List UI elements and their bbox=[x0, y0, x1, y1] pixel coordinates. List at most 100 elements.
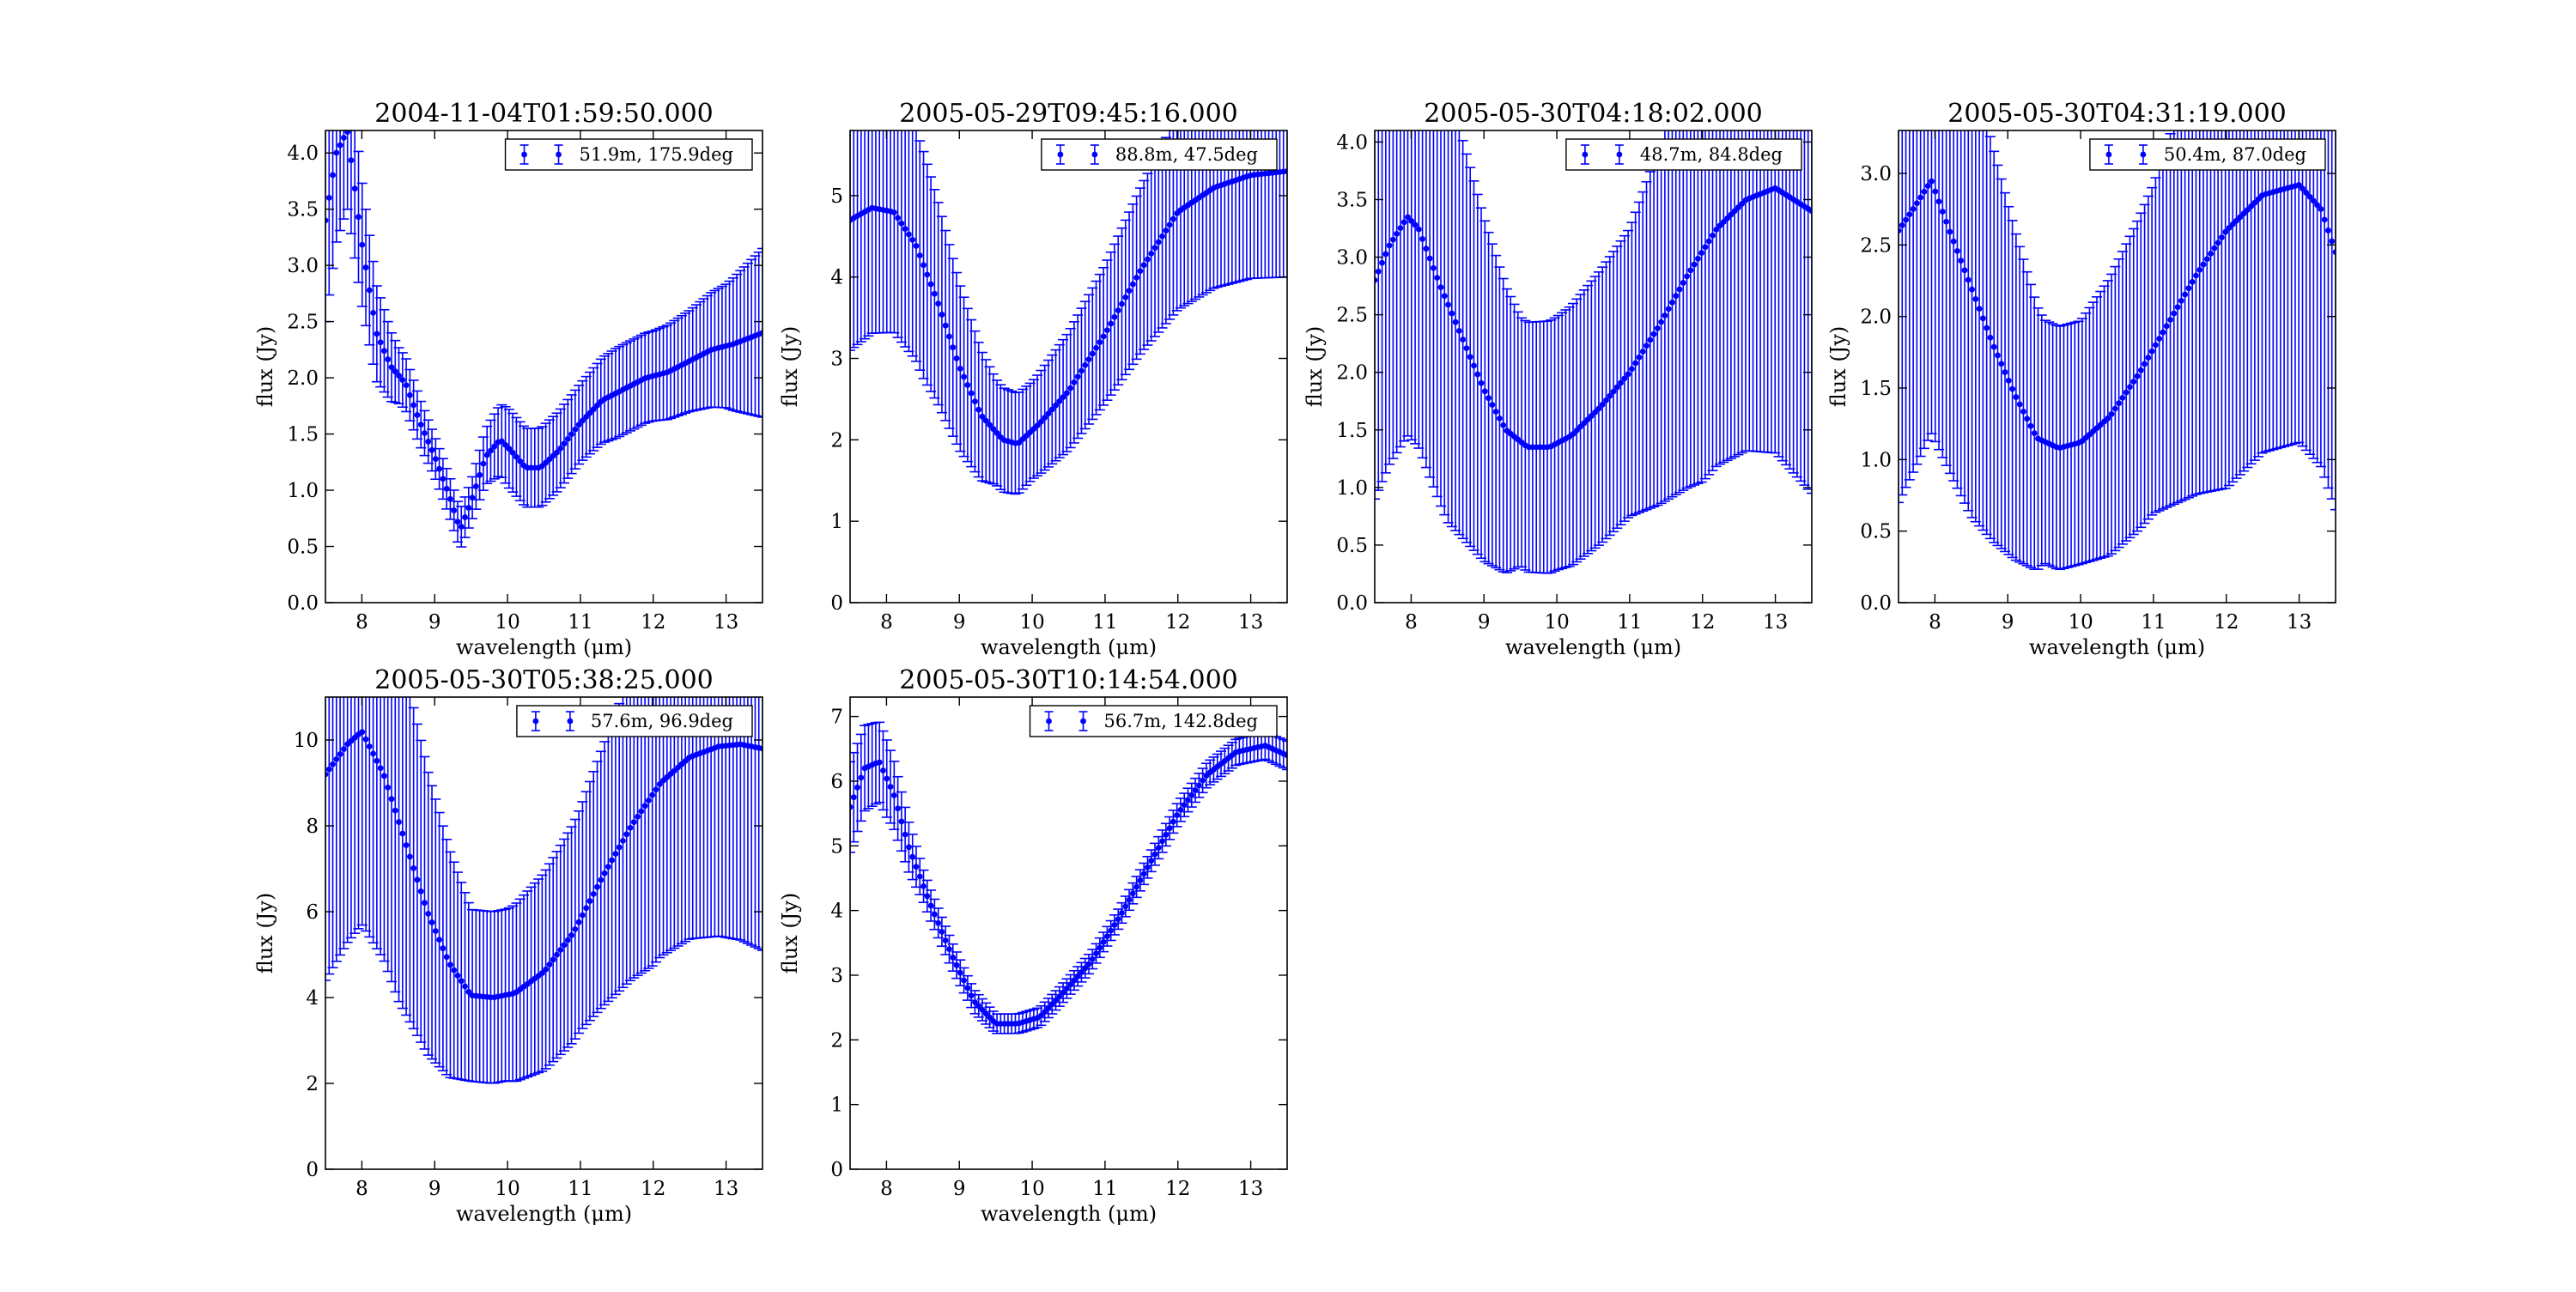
data-point bbox=[1903, 216, 1909, 223]
data-point bbox=[1935, 198, 1942, 205]
legend-box bbox=[516, 705, 753, 737]
y-tick-label: 2 bbox=[830, 429, 843, 452]
data-point bbox=[333, 149, 340, 156]
data-point bbox=[417, 422, 424, 428]
data-point bbox=[502, 441, 508, 448]
data-point bbox=[906, 231, 912, 238]
data-point bbox=[538, 463, 545, 470]
data-point bbox=[598, 876, 605, 883]
data-point bbox=[1166, 825, 1173, 832]
data-point bbox=[1389, 236, 1396, 243]
data-point bbox=[935, 919, 942, 926]
data-point bbox=[1159, 233, 1165, 240]
data-point bbox=[443, 485, 450, 492]
y-tick-label: 0.0 bbox=[287, 592, 319, 615]
data-point bbox=[2226, 225, 2233, 231]
data-point bbox=[1038, 418, 1044, 425]
data-point bbox=[425, 910, 432, 917]
data-point bbox=[1654, 325, 1661, 331]
data-point bbox=[850, 794, 857, 801]
data-point bbox=[381, 773, 387, 779]
data-point bbox=[2310, 197, 2317, 204]
data-point bbox=[1078, 367, 1084, 374]
data-point bbox=[1108, 320, 1115, 327]
data-point bbox=[1111, 313, 1118, 320]
data-point bbox=[491, 443, 498, 450]
data-point bbox=[1921, 188, 1928, 195]
data-point bbox=[2237, 214, 2244, 221]
data-point bbox=[550, 956, 556, 963]
legend-box bbox=[2089, 138, 2326, 171]
data-point bbox=[477, 471, 483, 478]
x-tick-label: 13 bbox=[1238, 1178, 1263, 1200]
data-point bbox=[1471, 362, 1477, 369]
data-point bbox=[2108, 410, 2115, 417]
data-point bbox=[2244, 207, 2251, 213]
y-axis-label: flux (Jy) bbox=[1826, 326, 1850, 408]
data-point bbox=[1063, 986, 1070, 992]
data-point bbox=[1400, 219, 1407, 226]
data-point bbox=[975, 406, 982, 413]
data-point bbox=[333, 755, 340, 762]
y-tick-label: 6 bbox=[830, 771, 843, 793]
data-point bbox=[509, 449, 516, 456]
data-point bbox=[392, 368, 398, 375]
data-point bbox=[920, 262, 927, 269]
data-point bbox=[543, 966, 550, 973]
data-point bbox=[1728, 211, 1735, 218]
data-point bbox=[1710, 232, 1716, 239]
data-point bbox=[1071, 977, 1078, 984]
x-tick-label: 13 bbox=[1238, 611, 1263, 634]
data-point bbox=[1460, 337, 1467, 343]
data-point bbox=[895, 805, 902, 812]
legend: 88.8m, 47.5deg bbox=[1041, 138, 1278, 171]
data-point bbox=[876, 759, 883, 766]
data-point bbox=[443, 954, 450, 961]
data-point bbox=[337, 142, 343, 149]
data-point bbox=[377, 765, 384, 772]
data-series bbox=[325, 697, 762, 1084]
axes-frame bbox=[849, 696, 1288, 1170]
y-tick-label: 4 bbox=[306, 987, 319, 1010]
data-point bbox=[2160, 329, 2166, 336]
data-point bbox=[1100, 938, 1107, 945]
data-point bbox=[950, 344, 957, 351]
data-point bbox=[422, 900, 428, 907]
data-point bbox=[1607, 392, 1613, 399]
errorbar bbox=[757, 697, 762, 951]
y-axis-label: flux (Jy) bbox=[1303, 326, 1327, 408]
data-point bbox=[572, 426, 579, 433]
data-point bbox=[325, 194, 332, 201]
data-point bbox=[366, 287, 373, 294]
legend-box bbox=[504, 138, 753, 171]
y-axis-label: flux (Jy) bbox=[778, 326, 802, 408]
data-point bbox=[538, 970, 545, 976]
x-tick-label: 10 bbox=[1019, 611, 1044, 634]
data-point bbox=[906, 844, 912, 851]
data-point bbox=[462, 514, 468, 520]
data-point bbox=[1924, 183, 1931, 189]
data-point bbox=[1603, 397, 1609, 403]
data-point bbox=[1669, 299, 1675, 306]
data-point bbox=[1195, 782, 1202, 789]
data-point bbox=[961, 373, 967, 380]
data-point bbox=[1961, 267, 1968, 274]
y-tick-label: 2.5 bbox=[287, 312, 319, 334]
data-point bbox=[1467, 354, 1473, 361]
data-point bbox=[890, 792, 897, 798]
errorbar bbox=[1375, 130, 1380, 500]
data-point bbox=[451, 967, 458, 974]
data-point bbox=[909, 853, 916, 860]
data-point bbox=[1592, 409, 1599, 416]
data-point bbox=[465, 988, 472, 995]
legend-box bbox=[1029, 705, 1278, 737]
data-point bbox=[1093, 950, 1099, 956]
x-axis-label: wavelength (μm) bbox=[1505, 635, 1681, 659]
data-point bbox=[392, 807, 398, 814]
legend: 57.6m, 96.9deg bbox=[516, 705, 753, 737]
data-point bbox=[2020, 408, 2026, 415]
data-point bbox=[451, 507, 458, 513]
data-point bbox=[1492, 409, 1499, 415]
data-point bbox=[1104, 933, 1110, 940]
data-point bbox=[1045, 1004, 1052, 1011]
